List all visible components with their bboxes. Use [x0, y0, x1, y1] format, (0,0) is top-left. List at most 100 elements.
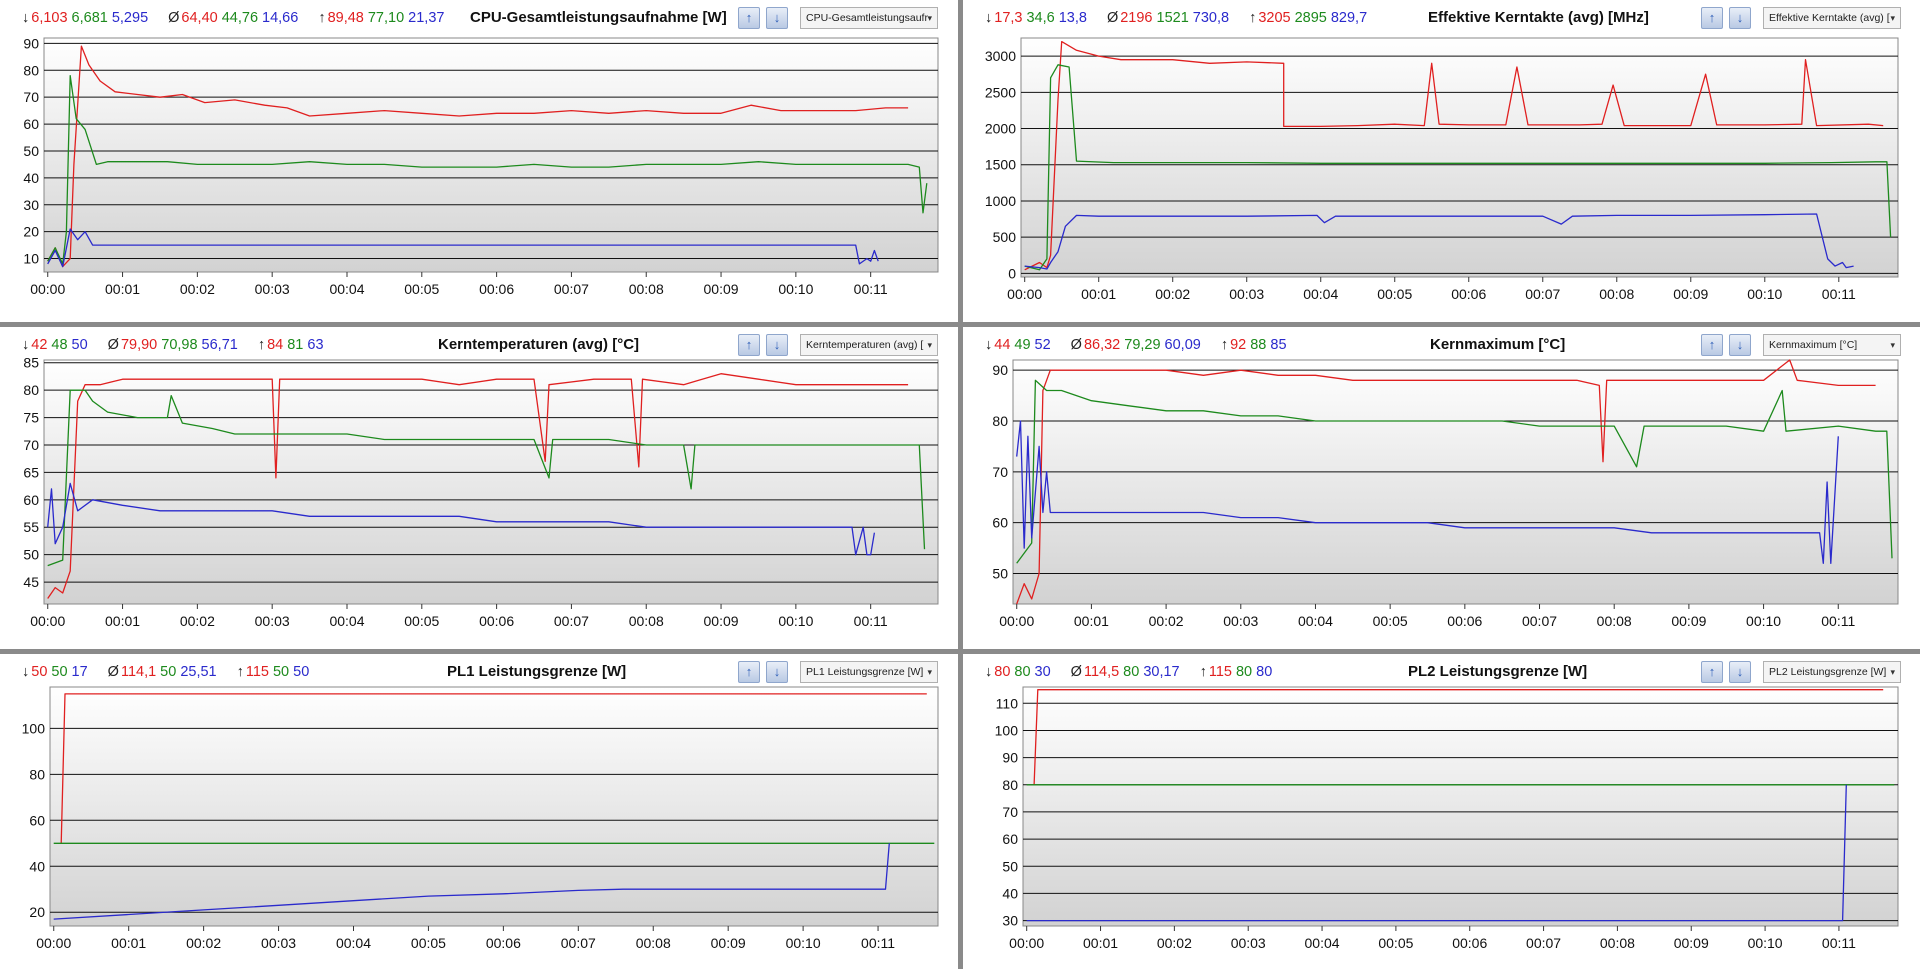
series-line-grün [47, 389, 926, 567]
arrow-up-icon[interactable]: ↑ [738, 7, 760, 29]
stats-line: ↓ 80 80 30 Ø 114,5 80 30,17 ↑ 115 80 80 [985, 654, 1276, 690]
stat-avg-value: 60,09 [1164, 337, 1201, 353]
plot-area [43, 359, 939, 605]
y-tick-label: 2000 [985, 121, 1016, 137]
y-tick-label: 110 [996, 695, 1019, 711]
arrow-down-icon[interactable]: ↓ [1729, 334, 1751, 356]
x-tick-label: 00:00 [1009, 935, 1044, 951]
x-tick-label: 00:03 [255, 281, 290, 297]
stat-avg-value: 79,90 [120, 337, 158, 353]
x-tick-label: 00:00 [30, 613, 65, 629]
sensor-select[interactable]: PL1 Leistungsgrenze [W] ▾ [800, 661, 938, 683]
stat-min-value: 5,295 [111, 10, 149, 26]
y-tick-label: 90 [23, 35, 39, 51]
stat-max-value: 84 [267, 337, 284, 353]
stat-min-value: 17,3 [994, 10, 1023, 26]
x-tick-label: 00:10 [786, 935, 821, 951]
stat-max-value: 89,48 [327, 10, 364, 26]
sensor-select-label: Effektive Kerntakte (avg) [ [1769, 12, 1890, 24]
y-tick-label: 40 [29, 858, 45, 874]
chart-header: ↓ 50 50 17 Ø 114,1 50 25,51 ↑ 115 50 50 PL1 Leistung… [0, 654, 958, 690]
x-tick-label: 00:04 [329, 613, 364, 629]
stat-avg-symbol: Ø [107, 337, 119, 353]
y-tick-label: 90 [992, 362, 1008, 378]
x-tick-label: 00:09 [711, 935, 746, 951]
x-tick-label: 00:08 [636, 935, 671, 951]
arrow-up-icon[interactable]: ↑ [1701, 661, 1723, 683]
x-tick-label: 00:08 [629, 281, 664, 297]
x-tick-label: 00:04 [336, 935, 371, 951]
sensor-select[interactable]: PL2 Leistungsgrenze [W] ▾ [1763, 661, 1901, 683]
y-tick-label: 55 [23, 519, 39, 535]
stat-avg-value: 25,51 [180, 664, 217, 680]
arrow-down-icon[interactable]: ↓ [1729, 661, 1751, 683]
x-tick-label: 00:11 [854, 613, 888, 629]
chevron-down-icon: ▾ [1890, 13, 1895, 23]
x-tick-label: 00:02 [1155, 286, 1190, 302]
x-tick-label: 00:07 [1525, 286, 1560, 302]
x-tick-label: 00:06 [479, 613, 514, 629]
x-tick-label: 00:09 [704, 281, 739, 297]
stats-line: ↓ 17,3 34,6 13,8 Ø 2196 1521 730,8 ↑ 3205 2895 829,… [985, 0, 1371, 36]
stat-min-symbol: ↓ [985, 10, 993, 26]
series-line-blau [1024, 213, 1854, 270]
stat-avg-value: 86,32 [1083, 337, 1121, 353]
sensor-select[interactable]: Kernmaximum [°C] ▾ [1763, 334, 1901, 356]
chart-header: ↓ 44 49 52 Ø 86,32 79,29 60,09 ↑ 92 88 85 Kernmaximu… [963, 327, 1920, 363]
y-tick-label: 80 [992, 413, 1008, 429]
x-tick-label: 00:05 [404, 281, 439, 297]
stat-max-value: 80 [1256, 664, 1273, 680]
arrow-up-icon[interactable]: ↑ [1701, 334, 1723, 356]
x-tick-label: 00:01 [1081, 286, 1116, 302]
arrow-up-icon[interactable]: ↑ [738, 661, 760, 683]
stat-max-value: 85 [1270, 337, 1287, 353]
arrow-down-icon[interactable]: ↓ [766, 7, 788, 29]
y-tick-label: 40 [23, 170, 39, 186]
x-tick-label: 00:02 [186, 935, 221, 951]
series-line-rot [60, 693, 927, 844]
series-line-blau [1016, 420, 1839, 564]
arrow-down-icon[interactable]: ↓ [1729, 7, 1751, 29]
plot-area [1012, 359, 1899, 605]
y-tick-label: 500 [993, 229, 1017, 245]
stat-min-value: 17 [71, 664, 88, 680]
sensor-select[interactable]: Kerntemperaturen (avg) [▾ [800, 334, 938, 356]
series-line-rot [1024, 40, 1884, 271]
sensor-select[interactable]: Effektive Kerntakte (avg) [▾ [1763, 7, 1901, 29]
arrow-down-icon[interactable]: ↓ [766, 661, 788, 683]
series-line-blau [53, 843, 890, 920]
x-tick-label: 00:02 [1157, 935, 1192, 951]
series-line-rot [47, 45, 909, 268]
x-tick-label: 00:10 [1746, 613, 1781, 629]
stat-min-symbol: ↓ [985, 337, 993, 353]
stat-avg-value: 1521 [1156, 10, 1189, 26]
y-tick-label: 50 [1002, 858, 1018, 874]
x-tick-label: 00:09 [1671, 613, 1706, 629]
y-tick-label: 60 [23, 116, 39, 132]
x-tick-label: 00:08 [1597, 613, 1632, 629]
y-tick-label: 50 [992, 566, 1008, 582]
y-tick-label: 3000 [985, 48, 1016, 64]
stat-min-value: 42 [31, 337, 48, 353]
x-tick-label: 00:11 [854, 281, 888, 297]
chart-plot: 0 500 1000 1500 2000 2500 3000 00:00 00:01 00:02 0… [985, 37, 1899, 302]
x-tick-label: 00:08 [1600, 935, 1635, 951]
chart-panel: ↓ 80 80 30 Ø 114,5 80 30,17 ↑ 115 80 80 PL2 Leistung… [963, 654, 1920, 969]
arrow-down-icon[interactable]: ↓ [766, 334, 788, 356]
x-tick-label: 00:10 [778, 281, 813, 297]
sensor-select-label: Kerntemperaturen (avg) [ [806, 339, 924, 351]
sensor-select[interactable]: CPU-Gesamtleistungsaufr ▾ [800, 7, 938, 29]
chart-panel: ↓ 44 49 52 Ø 86,32 79,29 60,09 ↑ 92 88 85 Kernmaximu… [963, 327, 1920, 649]
x-tick-label: 00:11 [861, 935, 895, 951]
stat-max-value: 77,10 [367, 10, 405, 26]
x-tick-label: 00:03 [1229, 286, 1264, 302]
arrow-up-icon[interactable]: ↑ [1701, 7, 1723, 29]
plot-area [49, 686, 939, 927]
stat-max-value: 80 [1235, 664, 1253, 680]
y-tick-label: 70 [23, 437, 39, 453]
arrow-up-icon[interactable]: ↑ [738, 334, 760, 356]
chart-header: ↓ 80 80 30 Ø 114,5 80 30,17 ↑ 115 80 80 PL2 Leistung… [963, 654, 1920, 690]
stat-avg-value: 56,71 [201, 337, 238, 353]
stat-max-symbol: ↑ [236, 664, 244, 680]
y-tick-label: 75 [23, 410, 39, 426]
